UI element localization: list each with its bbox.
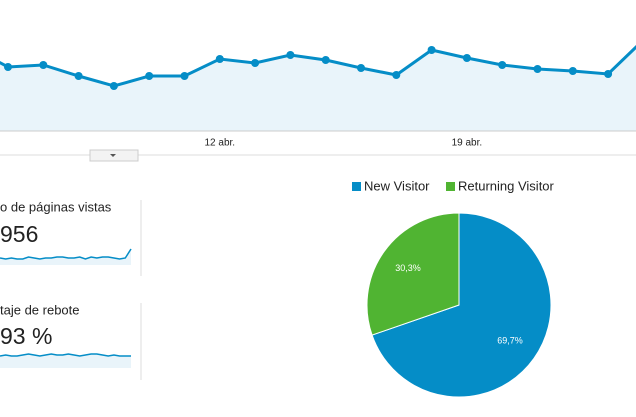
point [286,51,295,59]
metric-value: 956 [0,221,38,247]
point [74,72,83,80]
metric-label: o de páginas vistas [0,199,112,214]
sparkline-area [0,249,131,265]
sparkline-area [0,354,131,368]
point [568,67,577,75]
legend-label: New Visitor [364,178,430,193]
point [215,55,224,63]
pie-slice [371,212,552,398]
point [462,54,471,62]
point [392,71,401,79]
sparkline [0,353,131,357]
point [498,61,507,69]
point [533,65,542,73]
point [145,72,154,80]
line-area [0,47,636,131]
point [251,59,260,67]
point [39,61,48,69]
point [604,70,613,78]
sparkline [0,248,132,260]
metric-value: 93 % [0,323,52,349]
point [180,72,189,80]
legend-swatch [352,182,361,191]
data-label: 69,7% [497,336,523,346]
point [321,56,330,64]
toggle-arrow [110,154,116,157]
x-tick-label: 19 abr. [452,138,483,149]
data-label: 30,3% [395,263,421,273]
metric-label: taje de rebote [0,302,80,317]
point [109,82,118,90]
expand-toggle[interactable] [89,149,139,162]
legend-label: Returning Visitor [458,178,555,193]
point [427,46,436,54]
x-tick-label: 12 abr. [205,138,236,149]
point [357,64,365,72]
pie-slice [366,212,460,336]
line [0,45,636,88]
legend-swatch [446,182,455,191]
point [4,63,12,71]
